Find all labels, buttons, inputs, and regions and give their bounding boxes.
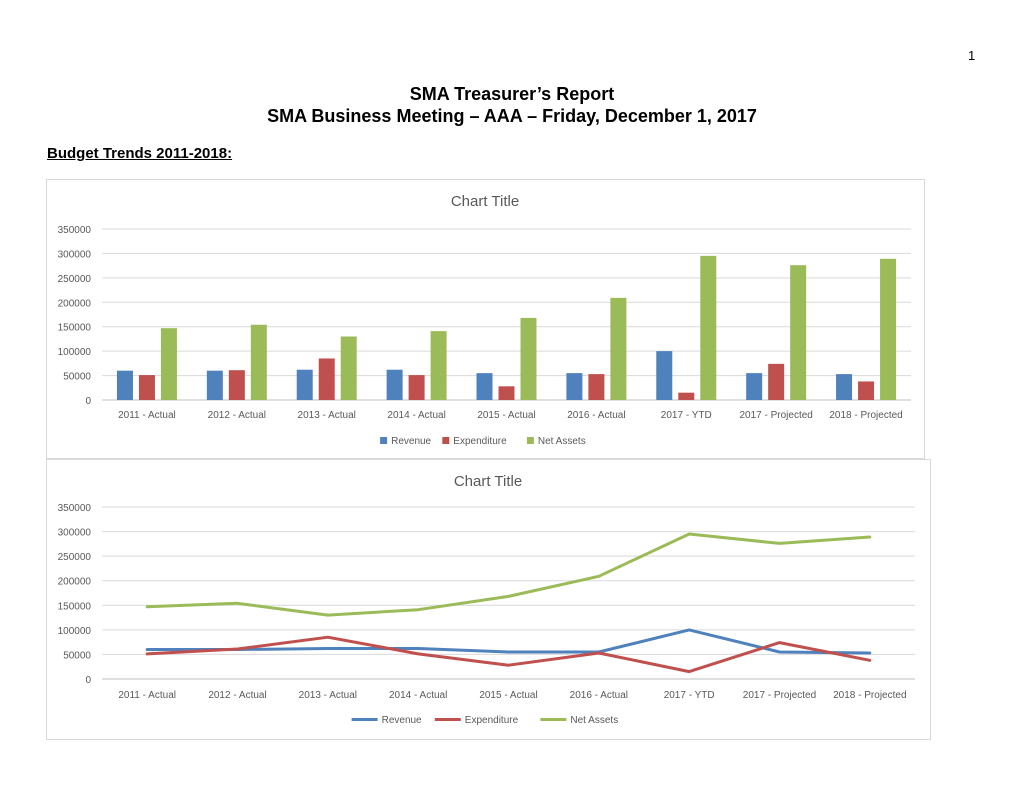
bar-chart-legend-label: Expenditure <box>453 436 507 447</box>
bar-chart-title: Chart Title <box>451 193 519 210</box>
bar-chart-y-tick-label: 150000 <box>58 323 92 334</box>
line-chart-y-tick-label: 100000 <box>58 626 92 637</box>
bar-chart-bar-net-assets-2018-projected <box>880 258 897 400</box>
bar-chart-x-tick-label: 2011 - Actual <box>118 410 176 421</box>
bar-chart-bar-expenditure-2016-actual <box>588 374 605 400</box>
line-chart-legend-item-net-assets: Net Assets <box>540 715 618 726</box>
bar-chart-legend-item-expenditure: Expenditure <box>442 436 507 447</box>
line-chart-legend-item-expenditure: Expenditure <box>434 715 519 726</box>
bar-chart-bar-expenditure-2014-actual <box>408 375 425 400</box>
bar-chart-legend-item-net-assets: Net Assets <box>526 436 586 447</box>
bar-chart-bar-expenditure-2017-ytd <box>678 392 695 400</box>
line-chart-y-tick-label: 0 <box>85 675 91 686</box>
bar-chart-bar-net-assets-2013-actual <box>340 336 357 400</box>
line-chart-x-tick-label: 2017 - Projected <box>743 690 816 701</box>
bar-chart-legend-label: Net Assets <box>538 436 586 447</box>
line-chart-line-net-assets <box>145 532 872 617</box>
bar-chart-bar-revenue-2015-actual <box>476 373 493 400</box>
bar-chart-x-tick-label: 2012 - Actual <box>208 410 266 421</box>
line-chart-y-tick-label: 200000 <box>58 577 92 588</box>
bar-chart-legend-label: Revenue <box>391 436 431 447</box>
line-chart-y-tick-label: 350000 <box>58 503 92 514</box>
bar-chart-x-tick-label: 2017 - YTD <box>661 410 712 421</box>
bar-chart-legend-swatch <box>442 437 450 444</box>
line-chart-frame: Chart Title 0 50000 100000 150000 200000 25000… <box>46 459 931 740</box>
page-number: 1 <box>968 48 976 63</box>
bar-chart-y-tick-label: 0 <box>85 396 91 407</box>
bar-chart-bar-revenue-2013-actual <box>296 369 313 400</box>
line-chart-line-revenue <box>145 628 872 655</box>
bar-chart: Chart Title 0 50000 100000 150000 200000 25000… <box>58 193 911 447</box>
bar-chart-bar-revenue-2011-actual <box>116 370 133 400</box>
report-title: SMA Treasurer’s Report <box>409 84 615 104</box>
bar-chart-x-tick-label: 2016 - Actual <box>567 410 625 421</box>
bar-chart-bar-revenue-2017-ytd <box>656 351 673 400</box>
bar-chart-x-tick-label: 2015 - Actual <box>477 410 535 421</box>
bar-chart-x-tick-label: 2014 - Actual <box>387 410 445 421</box>
bar-chart-y-tick-label: 100000 <box>58 347 92 358</box>
bar-chart-y-tick-label: 200000 <box>58 298 92 309</box>
bar-chart-legend-swatch <box>526 437 534 444</box>
bar-chart-bar-expenditure-2018-projected <box>858 381 875 400</box>
bar-chart-bar-expenditure-2012-actual <box>228 370 245 400</box>
bar-chart-bar-expenditure-2013-actual <box>318 358 335 400</box>
report-subtitle: SMA Business Meeting – AAA – Friday, Dec… <box>267 106 757 126</box>
bar-chart-legend-item-revenue: Revenue <box>380 436 432 447</box>
bar-chart-y-tick-label: 300000 <box>58 249 92 260</box>
bar-chart-x-tick-label: 2017 - Projected <box>739 410 812 421</box>
bar-chart-bar-revenue-2018-projected <box>836 374 853 400</box>
bar-chart-bar-net-assets-2012-actual <box>250 324 267 400</box>
bar-chart-bar-expenditure-2017-projected <box>768 363 785 400</box>
bar-chart-bar-revenue-2017-projected <box>746 373 763 400</box>
line-chart-legend-label: Revenue <box>382 715 422 726</box>
bar-chart-bar-net-assets-2014-actual <box>430 331 447 400</box>
bar-chart-x-tick-label: 2013 - Actual <box>298 410 356 421</box>
line-chart-y-tick-label: 300000 <box>58 528 92 539</box>
section-heading: Budget Trends 2011-2018: <box>47 145 233 162</box>
bar-chart-y-tick-label: 350000 <box>58 225 92 236</box>
line-chart-legend-label: Expenditure <box>465 715 519 726</box>
line-chart-x-tick-label: 2017 - YTD <box>664 690 715 701</box>
bar-chart-bar-revenue-2012-actual <box>206 370 223 400</box>
bar-chart-bar-revenue-2016-actual <box>566 373 583 400</box>
bar-chart-bar-expenditure-2015-actual <box>498 386 515 400</box>
bar-chart-frame: Chart Title 0 50000 100000 150000 200000 25000… <box>46 179 925 459</box>
line-chart-x-tick-label: 2012 - Actual <box>208 690 266 701</box>
line-chart-legend-label: Net Assets <box>570 715 618 726</box>
line-chart-x-tick-label: 2013 - Actual <box>299 690 357 701</box>
line-chart-x-tick-label: 2014 - Actual <box>389 690 447 701</box>
bar-chart-legend-swatch <box>380 437 388 444</box>
line-chart-y-tick-label: 250000 <box>58 552 92 563</box>
bar-chart-bar-revenue-2014-actual <box>386 369 403 400</box>
line-chart-y-tick-label: 50000 <box>63 650 91 661</box>
line-chart-title: Chart Title <box>454 473 522 490</box>
line-chart-x-tick-label: 2011 - Actual <box>118 690 176 701</box>
bar-chart-bar-net-assets-2016-actual <box>610 297 627 400</box>
bar-chart-y-tick-label: 50000 <box>63 372 91 383</box>
line-chart-legend-item-revenue: Revenue <box>351 715 422 726</box>
bar-chart-y-tick-label: 250000 <box>58 274 92 285</box>
bar-chart-bar-net-assets-2017-ytd <box>700 255 717 400</box>
report-title-block: SMA Treasurer’s Report SMA Business Meet… <box>0 83 1024 127</box>
line-chart-x-tick-label: 2015 - Actual <box>479 690 537 701</box>
line-chart: Chart Title 0 50000 100000 150000 200000 25000… <box>58 473 915 726</box>
bar-chart-x-tick-label: 2018 - Projected <box>829 410 902 421</box>
line-chart-x-tick-label: 2018 - Projected <box>833 690 906 701</box>
line-chart-x-tick-label: 2016 - Actual <box>570 690 628 701</box>
line-chart-y-tick-label: 150000 <box>58 601 92 612</box>
bar-chart-bar-net-assets-2015-actual <box>520 317 537 400</box>
bar-chart-bar-net-assets-2011-actual <box>160 328 177 400</box>
line-chart-line-expenditure <box>145 635 872 674</box>
bar-chart-bar-expenditure-2011-actual <box>138 375 155 400</box>
bar-chart-bar-net-assets-2017-projected <box>790 265 807 400</box>
